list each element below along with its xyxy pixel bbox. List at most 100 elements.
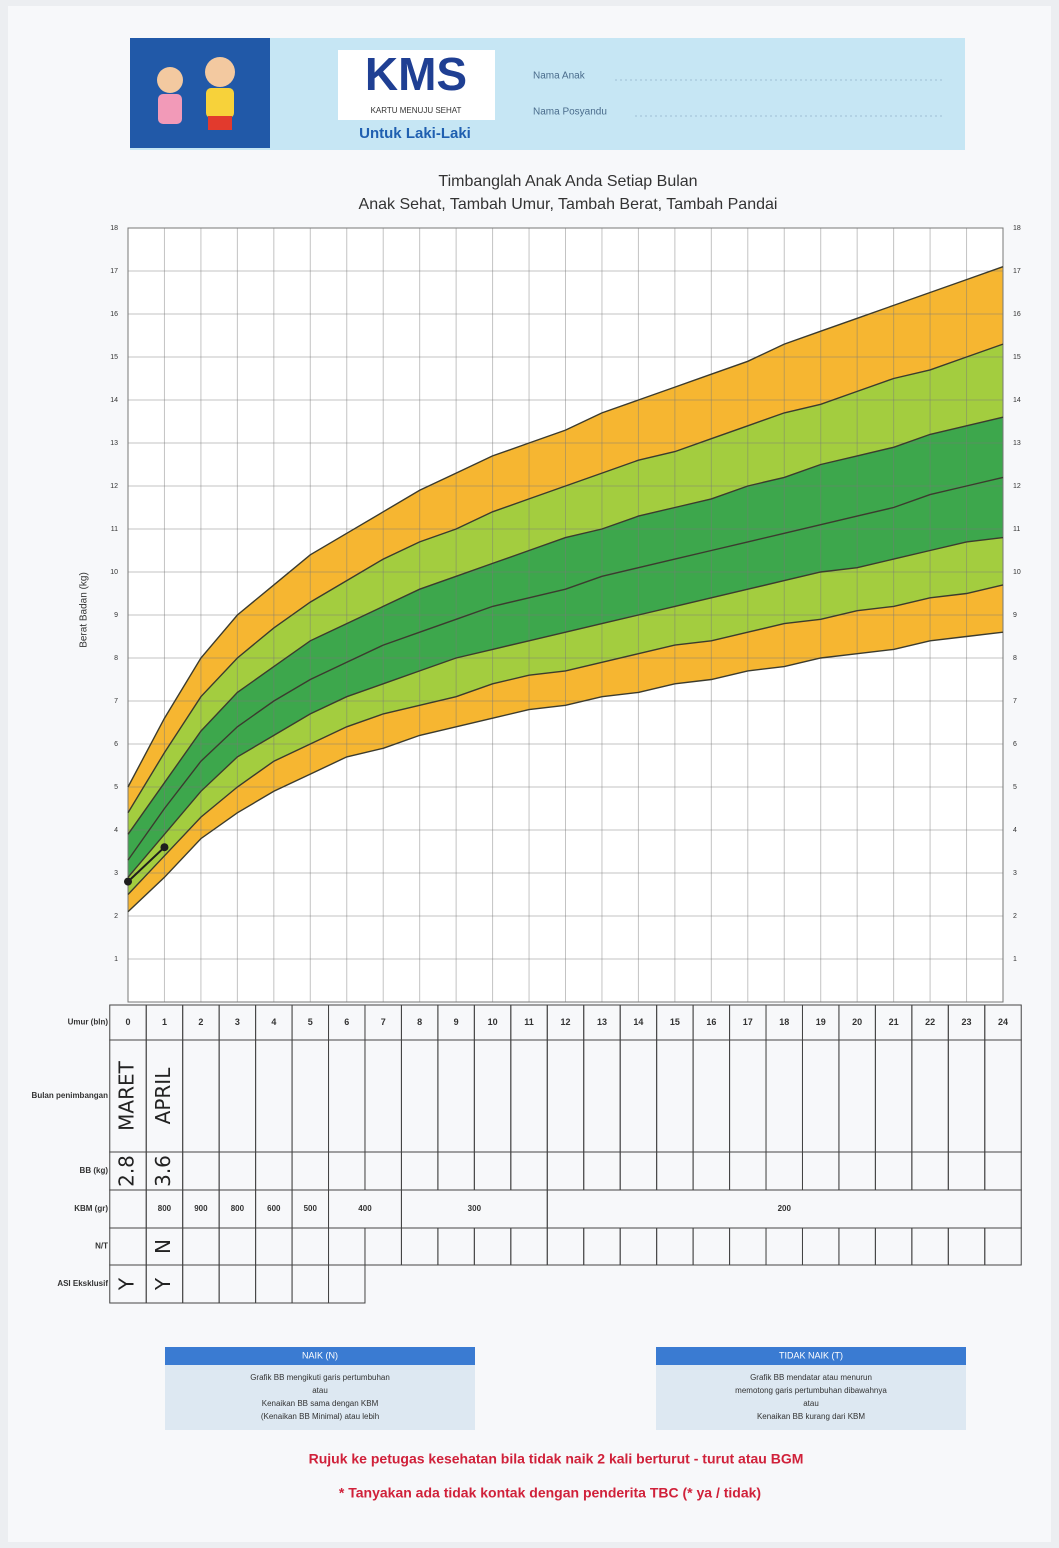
exclusive-breastfeeding: Y [151, 1277, 175, 1291]
band [967, 344, 1003, 426]
band [748, 477, 784, 542]
band [821, 456, 857, 525]
info-box-text: atau [312, 1386, 328, 1395]
x-tick-label: 7 [381, 1017, 386, 1027]
y-tick-label: 16 [110, 311, 118, 318]
y-tick-label: 5 [114, 784, 118, 791]
row-label: Bulan penimbangan [32, 1091, 109, 1100]
x-tick-label: 16 [706, 1017, 716, 1027]
x-tick-label: 13 [597, 1017, 607, 1027]
y-tick-label: 7 [114, 698, 118, 705]
child-icon [208, 116, 232, 130]
info-box-title: NAIK (N) [302, 1350, 338, 1360]
field-label: Nama Anak [533, 71, 586, 82]
band [857, 447, 893, 516]
band [930, 594, 966, 641]
kbm-label: 900 [194, 1204, 208, 1213]
band [529, 671, 565, 710]
exclusive-breastfeeding: Y [115, 1277, 139, 1291]
y-tick-label: 11 [111, 526, 118, 533]
info-box-text: Grafik BB mengikuti garis pertumbuhan [250, 1373, 390, 1382]
chart-subtitle: Anak Sehat, Tambah Umur, Tambah Berat, T… [359, 196, 778, 213]
band [675, 641, 711, 684]
info-box-title: TIDAK NAIK (T) [779, 1350, 843, 1360]
header-picture [130, 38, 270, 148]
y-tick-label: 9 [1013, 612, 1017, 619]
y-tick-label: 2 [1013, 913, 1017, 920]
kbm-label: 500 [304, 1204, 318, 1213]
x-tick-label: 11 [524, 1017, 534, 1027]
band [675, 551, 711, 607]
y-tick-label: 8 [1013, 655, 1017, 662]
y-tick-label: 10 [1013, 569, 1021, 576]
y-tick-label: 4 [1013, 827, 1017, 834]
x-tick-label: 14 [633, 1017, 643, 1027]
row-label: Umur (bln) [68, 1018, 109, 1027]
x-tick-label: 4 [271, 1017, 276, 1027]
x-tick-label: 17 [743, 1017, 753, 1027]
y-tick-label: 5 [1013, 784, 1017, 791]
kbm-label: 200 [778, 1204, 792, 1213]
y-tick-label: 9 [114, 612, 118, 619]
footer-note: * Tanyakan ada tidak kontak dengan pende… [339, 1485, 761, 1501]
band [967, 538, 1003, 594]
band [638, 452, 674, 516]
band [638, 508, 674, 568]
weighing-month: MARET [115, 1060, 139, 1130]
growth-status: N [151, 1239, 175, 1254]
y-tick-label: 2 [114, 913, 118, 920]
y-tick-label: 1 [114, 956, 118, 963]
child-icon [158, 94, 182, 124]
info-box-text: Grafik BB mendatar atau menurun [750, 1373, 872, 1382]
y-tick-label: 12 [1013, 483, 1021, 490]
x-tick-label: 18 [779, 1017, 789, 1027]
info-box-text: Kenaikan BB kurang dari KBM [757, 1412, 865, 1421]
x-tick-label: 5 [308, 1017, 313, 1027]
x-tick-label: 22 [925, 1017, 935, 1027]
y-tick-label: 13 [110, 440, 118, 447]
x-tick-label: 23 [962, 1017, 972, 1027]
band [638, 559, 674, 615]
y-tick-label: 3 [114, 870, 118, 877]
band [930, 280, 966, 370]
kbm-label: 600 [267, 1204, 281, 1213]
x-tick-label: 12 [560, 1017, 570, 1027]
x-tick-label: 19 [816, 1017, 826, 1027]
kbm-label: 300 [468, 1204, 482, 1213]
y-tick-label: 14 [110, 397, 118, 404]
x-tick-label: 0 [125, 1017, 130, 1027]
band [930, 542, 966, 598]
y-tick-label: 15 [110, 354, 118, 361]
y-tick-label: 18 [1013, 225, 1021, 232]
x-tick-label: 1 [162, 1017, 167, 1027]
x-tick-label: 15 [670, 1017, 680, 1027]
weighing-month: APRIL [151, 1067, 175, 1125]
y-tick-label: 17 [1013, 268, 1021, 275]
row-label: ASI Eksklusif [57, 1279, 108, 1288]
band [857, 305, 893, 391]
data-point [160, 843, 168, 851]
y-tick-label: 4 [114, 827, 118, 834]
band [857, 606, 893, 653]
kbm-label: 400 [358, 1204, 372, 1213]
y-tick-label: 15 [1013, 354, 1021, 361]
x-tick-label: 2 [198, 1017, 203, 1027]
y-tick-label: 10 [110, 569, 118, 576]
x-tick-label: 3 [235, 1017, 240, 1027]
y-tick-label: 7 [1013, 698, 1017, 705]
logo-subtitle: KARTU MENUJU SEHAT [371, 106, 462, 115]
footer-warning: Rujuk ke petugas kesehatan bila tidak na… [309, 1451, 804, 1467]
x-tick-label: 10 [488, 1017, 498, 1027]
band [821, 516, 857, 572]
x-tick-label: 9 [454, 1017, 459, 1027]
child-icon [206, 88, 234, 118]
y-tick-label: 12 [110, 483, 118, 490]
y-tick-label: 11 [1013, 526, 1020, 533]
band [857, 508, 893, 568]
field-label: Nama Posyandu [533, 107, 607, 118]
row-label: BB (kg) [80, 1166, 109, 1175]
y-tick-label: 17 [110, 268, 118, 275]
y-tick-label: 6 [114, 741, 118, 748]
y-tick-label: 16 [1013, 311, 1021, 318]
band [967, 417, 1003, 486]
